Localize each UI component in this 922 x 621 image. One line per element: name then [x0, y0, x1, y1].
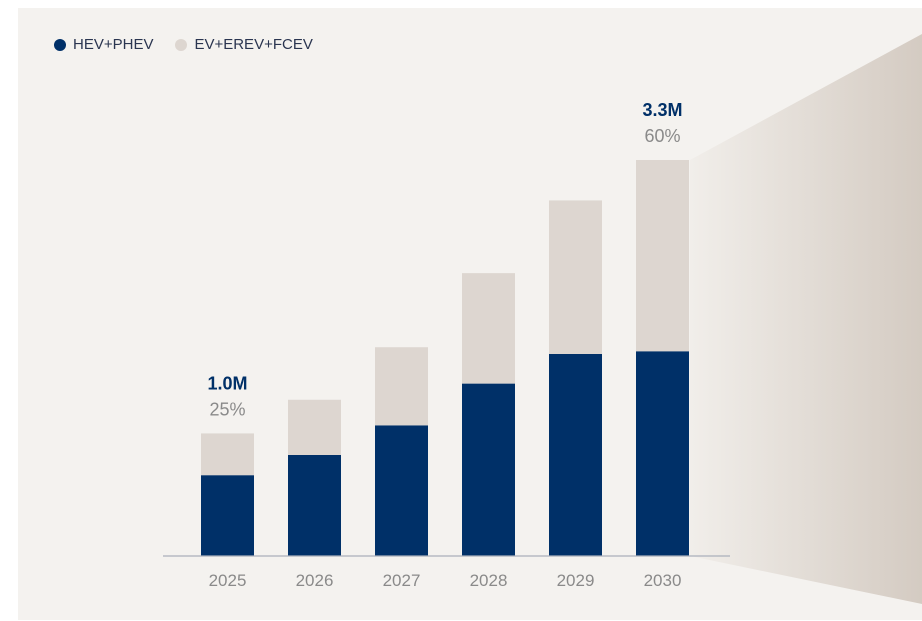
x-tick-label-2025: 2025 — [209, 571, 247, 590]
bar-2026-ev-erev-fcev — [288, 399, 341, 455]
bar-2025-hev-phev — [201, 475, 254, 556]
x-tick-labels: 2025 2026 2027 2028 2029 2030 — [209, 571, 682, 590]
bar-2029-hev-phev — [549, 353, 602, 556]
zoom-fan-shape — [690, 34, 922, 604]
bar-2027-hev-phev — [375, 425, 428, 556]
x-tick-label-2026: 2026 — [296, 571, 334, 590]
annotation-value-2030: 3.3M — [642, 100, 682, 120]
bars-group — [201, 160, 689, 556]
legend-label-hev-phev: HEV+PHEV — [73, 36, 154, 53]
bar-2029-ev-erev-fcev — [549, 200, 602, 354]
legend-label-ev-erev-fcev: EV+EREV+FCEV — [194, 36, 313, 53]
x-tick-label-2030: 2030 — [644, 571, 682, 590]
bar-2026-hev-phev — [288, 454, 341, 556]
chart-legend: HEV+PHEV EV+EREV+FCEV — [54, 36, 313, 53]
legend-item-hev-phev: HEV+PHEV — [54, 36, 153, 53]
bar-2028-ev-erev-fcev — [462, 273, 515, 384]
bar-2030-hev-phev — [636, 351, 689, 556]
bar-2030-ev-erev-fcev — [636, 160, 689, 352]
bar-annotations: 1.0M 25% 3.3M 60% — [207, 100, 682, 419]
x-tick-label-2029: 2029 — [557, 571, 595, 590]
annotation-pct-2030: 60% — [644, 126, 680, 146]
bar-2025-ev-erev-fcev — [201, 433, 254, 476]
x-tick-label-2027: 2027 — [383, 571, 421, 590]
legend-item-ev-erev-fcev: EV+EREV+FCEV — [175, 36, 313, 53]
legend-swatch-ev-erev-fcev — [175, 38, 188, 51]
bar-2028-hev-phev — [462, 383, 515, 556]
legend-swatch-hev-phev — [54, 38, 66, 51]
annotation-value-2025: 1.0M — [207, 373, 247, 393]
annotation-pct-2025: 25% — [209, 399, 245, 419]
bar-2027-ev-erev-fcev — [375, 347, 428, 426]
x-tick-label-2028: 2028 — [470, 571, 508, 590]
